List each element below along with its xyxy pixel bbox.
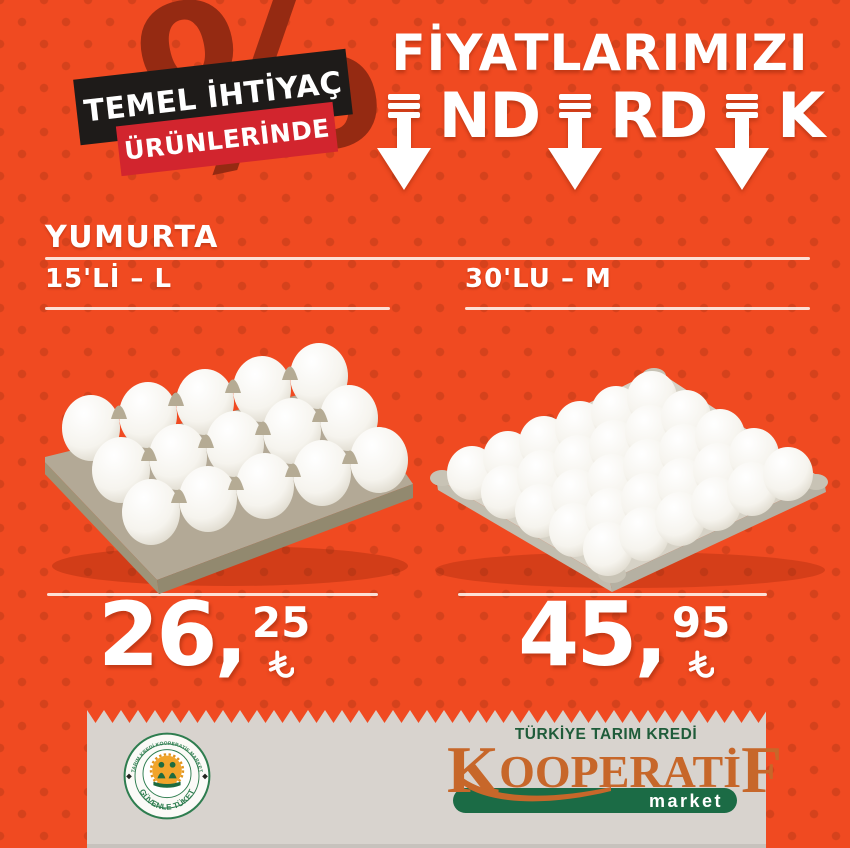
- seal-figures-icon: [157, 761, 177, 779]
- headline-line2: ND RD K: [370, 85, 830, 192]
- price-left-cents: 25: [251, 598, 311, 647]
- price-left-main: 26,: [98, 583, 248, 686]
- price-right: 45, 95: [518, 583, 731, 686]
- seal-logo: TARIM KREDİ KOOPERATİF MARKET GÜVENLE TÜ…: [123, 732, 211, 820]
- zigzag-edge: [87, 710, 766, 723]
- headline-line1: FİYATLARIMIZI: [391, 24, 809, 82]
- brand-swoosh-icon: [463, 778, 611, 802]
- turkish-lira-icon: [268, 650, 295, 678]
- headline-seg3: K: [777, 79, 825, 152]
- divider-price-right: [458, 593, 767, 596]
- egg-carton-15-image: [45, 343, 413, 594]
- brand-top-label: TÜRKİYE TARIM KREDİ: [514, 726, 698, 743]
- price-left: 26, 25: [98, 583, 311, 686]
- divider-category: [45, 257, 810, 260]
- egg-tray-30-image: [430, 368, 828, 592]
- brand-market-bar: market: [453, 788, 737, 813]
- price-right-cents: 95: [671, 598, 731, 647]
- headline: FİYATLARIMIZI ND: [370, 26, 830, 192]
- headline-seg1: ND: [438, 79, 541, 152]
- headline-seg2: RD: [610, 79, 708, 152]
- down-arrow-icon: [376, 94, 431, 190]
- brand-name-f: F: [741, 733, 783, 807]
- divider-variant-right: [465, 307, 810, 310]
- brand-market-label: market: [648, 791, 723, 811]
- turkish-lira-icon: [688, 650, 715, 678]
- category-title: YUMURTA: [45, 220, 219, 255]
- down-arrow-icon: [715, 94, 770, 190]
- brand-name-mid: OOPERATİ: [499, 746, 742, 797]
- brand-logo: TÜRKİYE TARIM KREDİ K OOPERATİ F market: [447, 726, 782, 836]
- footer-band: TARIM KREDİ KOOPERATİF MARKET GÜVENLE TÜ…: [87, 710, 782, 848]
- divider-variant-left: [45, 307, 390, 310]
- brand-name: K OOPERATİ F: [447, 737, 782, 804]
- divider-price-left: [47, 593, 378, 596]
- down-arrow-icon: [548, 94, 603, 190]
- variant-label-right: 30'LU – M: [465, 264, 612, 294]
- price-right-main: 45,: [518, 583, 668, 686]
- variant-label-left: 15'Lİ – L: [45, 264, 173, 294]
